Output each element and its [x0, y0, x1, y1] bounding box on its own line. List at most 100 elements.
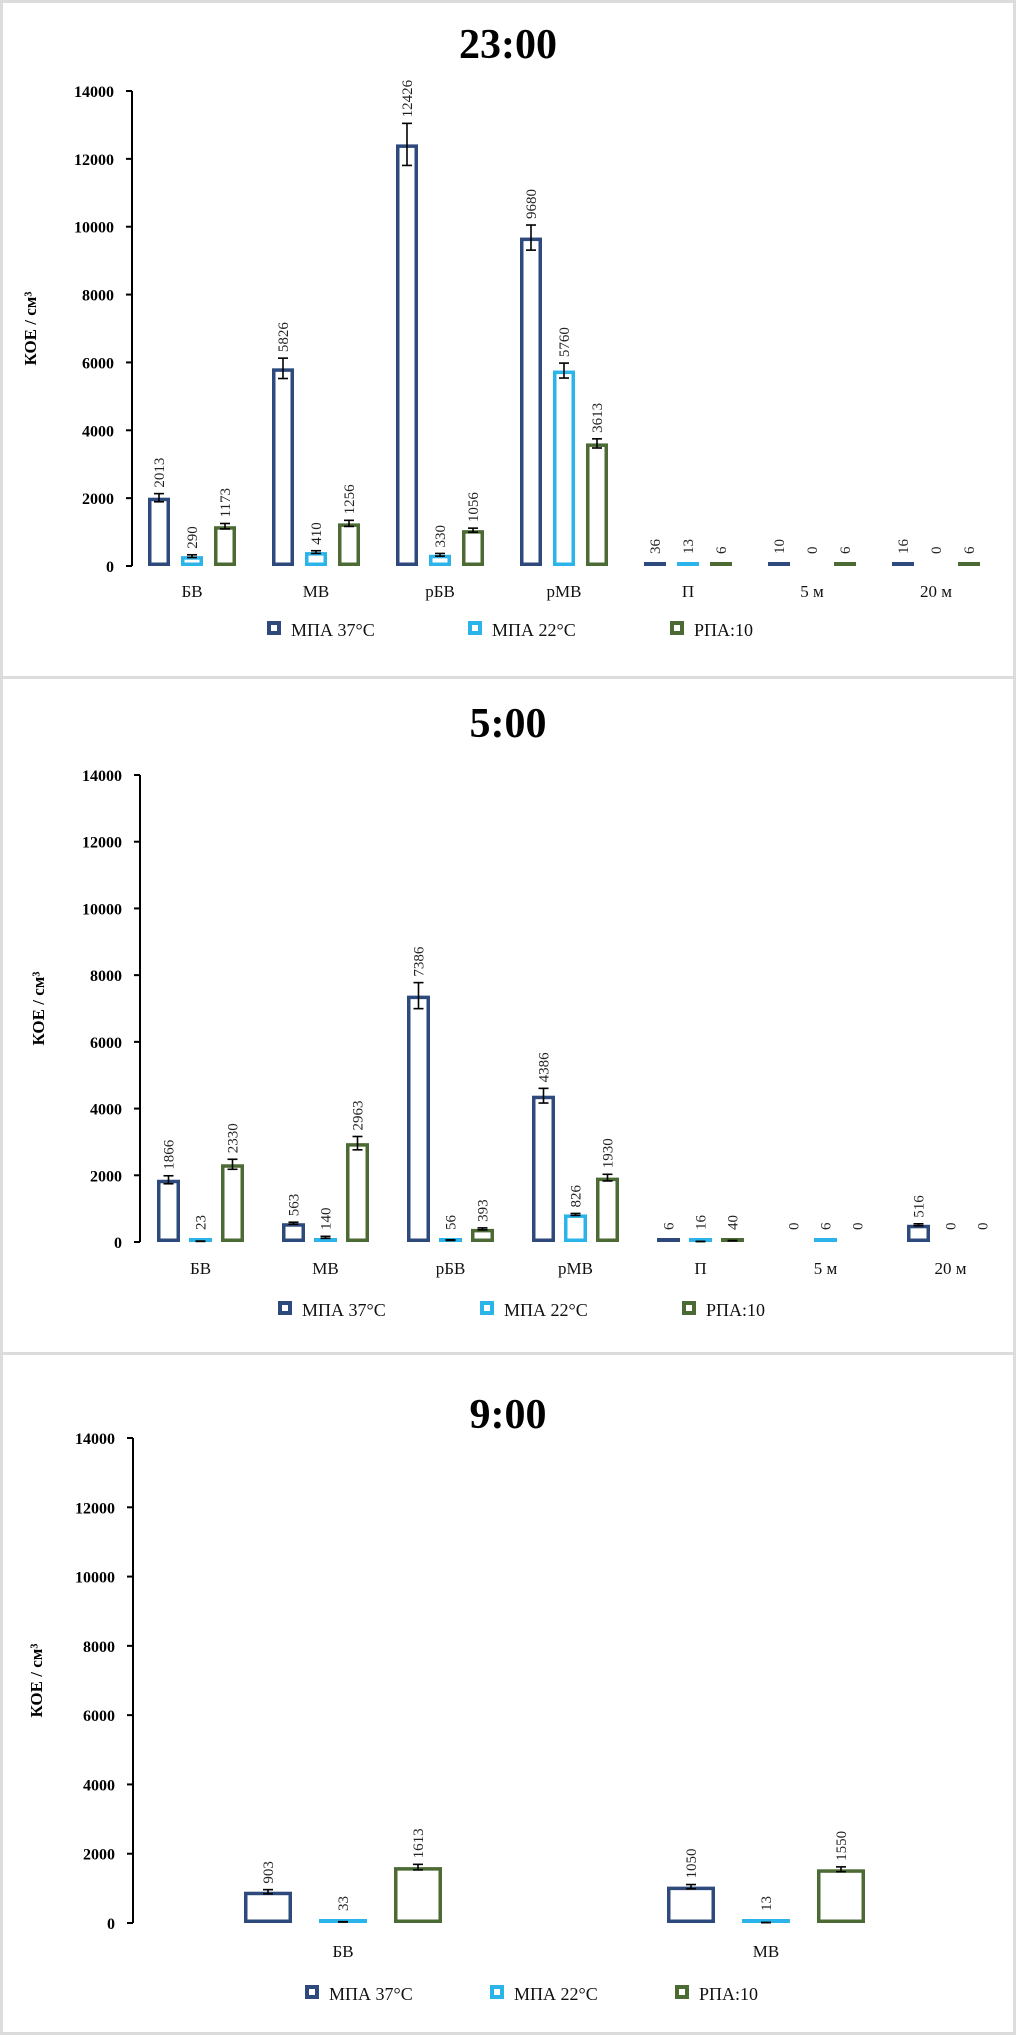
bar-value-label: 12426 [400, 79, 416, 117]
legend-swatch-icon [280, 1303, 290, 1313]
bar [159, 1182, 179, 1241]
bar-value-label: 6 [662, 1222, 678, 1230]
bar-value-label: 3613 [590, 403, 606, 433]
chart-svg-0900: 9:0002000400060008000100001200014000КОЕ … [0, 1352, 1016, 2038]
x-category-label: рБВ [436, 1259, 466, 1278]
bar-value-label: 16 [896, 539, 912, 555]
legend-label: МПА 22°C [492, 620, 576, 640]
y-axis-label: КОЕ / см³ [27, 1644, 46, 1718]
bar-value-label: 6 [819, 1222, 835, 1230]
legend-swatch-icon [470, 623, 480, 633]
legend-item: МПА 37°C [269, 620, 375, 640]
bar-value-label: 6 [962, 546, 978, 554]
bar-value-label: 2330 [226, 1123, 242, 1153]
bar [431, 557, 450, 565]
legend-item: МПА 37°C [307, 1984, 413, 2004]
error-bar [468, 528, 478, 532]
x-category-label: 5 м [800, 582, 824, 601]
y-axis-label: КОЕ / см³ [21, 292, 40, 366]
x-category-label: МВ [303, 582, 329, 601]
legend-label: РПА:10 [694, 620, 753, 640]
legend-item: РПА:10 [672, 620, 753, 640]
bar-value-label: 6 [838, 546, 854, 554]
bar [657, 1238, 680, 1242]
legend-label: МПА 37°C [291, 620, 375, 640]
x-category-label: БВ [190, 1259, 211, 1278]
bar-value-label: 13 [681, 539, 697, 554]
bar-value-label: 1866 [162, 1139, 178, 1170]
bar-value-label: 1550 [834, 1831, 850, 1861]
bar [555, 372, 574, 564]
bar-value-label: 16 [694, 1215, 710, 1231]
bar-value-label: 0 [929, 547, 945, 555]
bar [464, 532, 483, 564]
x-category-label: 20 м [934, 1259, 966, 1278]
x-category-label: БВ [332, 1942, 353, 1961]
y-tick-label: 6000 [82, 355, 114, 372]
chart-title: 9:00 [470, 1392, 547, 1438]
bar [284, 1225, 304, 1240]
y-tick-label: 0 [114, 1235, 122, 1252]
bar [814, 1238, 837, 1242]
x-category-label: П [682, 582, 694, 601]
bar [150, 499, 169, 564]
bar-value-label: 1173 [218, 488, 234, 517]
legend-item: МПА 22°C [492, 1984, 598, 2004]
bar [216, 528, 235, 564]
y-tick-label: 10000 [74, 220, 114, 237]
y-tick-label: 12000 [82, 835, 122, 852]
bar-value-label: 563 [287, 1194, 303, 1217]
x-category-label: П [694, 1259, 706, 1278]
chart-svg-2300: 23:0002000400060008000100001200014000КОЕ… [0, 0, 1016, 682]
bar-value-label: 2013 [152, 458, 168, 488]
legend-swatch-icon [492, 1987, 502, 1997]
bar [307, 554, 326, 564]
legend-swatch-icon [672, 623, 682, 633]
y-tick-label: 14000 [82, 768, 122, 785]
bar-value-label: 13 [759, 1896, 775, 1911]
x-category-label: рМВ [547, 582, 582, 601]
bar [522, 239, 541, 564]
bar-value-label: 330 [433, 525, 449, 548]
bar-value-label: 5826 [276, 322, 292, 353]
legend-item: МПА 37°C [280, 1300, 386, 1320]
bar-value-label: 1050 [684, 1849, 700, 1879]
bar [669, 1888, 714, 1921]
y-tick-label: 6000 [83, 1708, 115, 1725]
bar-value-label: 56 [444, 1215, 460, 1231]
y-tick-label: 10000 [82, 901, 122, 918]
error-bar [446, 1240, 456, 1241]
bar-value-label: 7386 [412, 946, 428, 977]
bar-value-label: 36 [648, 539, 664, 555]
x-category-label: рМВ [558, 1259, 593, 1278]
legend-swatch-icon [677, 1987, 687, 1997]
bar [768, 562, 790, 566]
chart-title: 23:00 [459, 22, 557, 68]
x-category-label: 5 м [814, 1259, 838, 1278]
bar [566, 1216, 586, 1240]
chart-svg-0500: 5:0002000400060008000100001200014000КОЕ … [0, 676, 1016, 1358]
bar-value-label: 903 [261, 1861, 277, 1884]
legend-label: РПА:10 [706, 1300, 765, 1320]
bar-value-label: 516 [912, 1195, 928, 1218]
y-tick-label: 6000 [90, 1035, 122, 1052]
y-tick-label: 12000 [75, 1500, 115, 1517]
bar-value-label: 10 [772, 539, 788, 554]
bar [834, 562, 856, 566]
x-category-label: 20 м [920, 582, 952, 601]
bar [598, 1179, 618, 1240]
y-tick-label: 4000 [82, 423, 114, 440]
bar-value-label: 0 [805, 547, 821, 555]
legend-swatch-icon [269, 623, 279, 633]
bar [274, 370, 293, 564]
y-tick-label: 4000 [83, 1777, 115, 1794]
y-tick-label: 8000 [82, 288, 114, 305]
legend-item: МПА 22°C [482, 1300, 588, 1320]
bar [892, 562, 914, 566]
bar [223, 1166, 243, 1240]
legend-label: МПА 22°C [514, 1984, 598, 2004]
bar-value-label: 4386 [537, 1052, 553, 1083]
bar [340, 525, 359, 564]
y-tick-label: 14000 [75, 1431, 115, 1448]
